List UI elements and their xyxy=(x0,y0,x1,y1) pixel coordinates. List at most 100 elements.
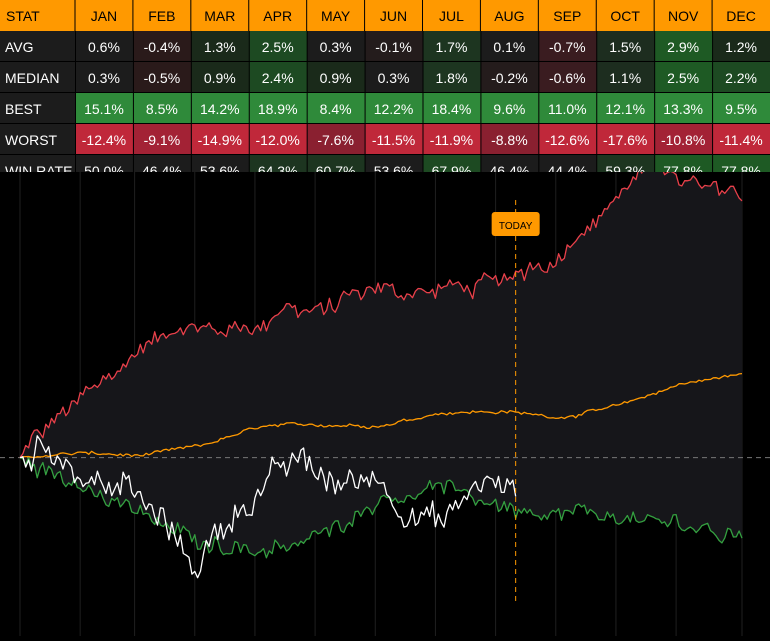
stat-cell-value: -7.6% xyxy=(317,132,354,148)
stat-cell-value: 0.3% xyxy=(378,70,410,86)
stat-cell-value: -0.7% xyxy=(549,39,586,55)
best-line xyxy=(19,155,743,458)
stat-cell-bg xyxy=(423,124,481,154)
stat-cell-value: 8.4% xyxy=(320,101,352,117)
stat-cell-value: -9.1% xyxy=(144,132,181,148)
best-worst-band xyxy=(20,155,742,558)
stat-cell-value: -14.9% xyxy=(198,132,242,148)
stat-cell-value: 1.2% xyxy=(725,39,757,55)
stat-cell-value: 9.6% xyxy=(493,101,525,117)
stat-cell-bg xyxy=(423,31,481,61)
stat-cell-value: 2.9% xyxy=(667,39,699,55)
stat-cell-bg xyxy=(249,124,307,154)
stat-cell-value: 2.2% xyxy=(725,70,757,86)
stat-cell-value: 18.4% xyxy=(432,101,472,117)
stat-cell-value: 64.3% xyxy=(258,163,298,172)
stat-cell-bg xyxy=(133,31,191,61)
today-badge xyxy=(491,212,540,236)
row-label-cell xyxy=(0,93,75,123)
stat-cell-value: 60.7% xyxy=(316,163,356,172)
stat-cell-value: 1.7% xyxy=(435,39,467,55)
stat-cell-value: 1.3% xyxy=(204,39,236,55)
stat-cell-value: 46.4% xyxy=(142,163,182,172)
avg-line xyxy=(19,372,743,459)
stat-cell-value: -0.5% xyxy=(144,70,181,86)
stat-cell-value: 0.9% xyxy=(204,70,236,86)
stat-cell-value: -0.6% xyxy=(549,70,586,86)
table-header-bar xyxy=(0,0,770,31)
stat-cell-bg xyxy=(655,62,713,92)
stat-cell-value: 2.5% xyxy=(262,39,294,55)
stat-cell-bg xyxy=(191,31,249,61)
header-month-feb: FEB xyxy=(148,8,175,24)
stat-cell-bg xyxy=(307,62,365,92)
stat-cell-value: 50.0% xyxy=(84,163,124,172)
header-month-jul: JUL xyxy=(439,8,464,24)
header-month-oct: OCT xyxy=(610,8,640,24)
stat-cell-bg xyxy=(713,124,770,154)
stat-cell-value: 18.9% xyxy=(258,101,298,117)
stat-cell-value: -17.6% xyxy=(603,132,647,148)
stat-cell-value: 2.4% xyxy=(262,70,294,86)
stat-cell-value: -0.4% xyxy=(144,39,181,55)
header-month-jan: JAN xyxy=(91,8,117,24)
stat-cell-value: -11.9% xyxy=(430,132,473,148)
stat-cell-value: -0.2% xyxy=(491,70,528,86)
stat-cell-bg xyxy=(191,93,249,123)
stat-cell-value: -8.8% xyxy=(491,132,528,148)
stat-cell-value: 13.3% xyxy=(663,101,703,117)
stat-cell-bg xyxy=(365,31,423,61)
stat-cell-bg xyxy=(249,62,307,92)
stat-cell-value: 12.1% xyxy=(605,101,645,117)
stat-cell-value: 0.6% xyxy=(88,39,120,55)
stat-cell-bg xyxy=(365,124,423,154)
stat-cell-bg xyxy=(249,93,307,123)
stat-cell-value: -12.0% xyxy=(256,132,300,148)
stat-cell-bg xyxy=(481,62,539,92)
stat-cell-value: -12.4% xyxy=(82,132,126,148)
header-month-sep: SEP xyxy=(553,8,581,24)
stat-cell-value: 9.5% xyxy=(725,101,757,117)
stat-cell-bg xyxy=(655,124,713,154)
stat-cell-value: 15.1% xyxy=(84,101,124,117)
stat-cell-bg xyxy=(597,124,655,154)
row-label-cell xyxy=(0,124,75,154)
stat-cell-bg xyxy=(191,62,249,92)
row-label-best: BEST xyxy=(5,101,42,117)
row-label-worst: WORST xyxy=(5,132,58,148)
row-label-avg: AVG xyxy=(5,39,34,55)
stat-cell-bg xyxy=(655,93,713,123)
header-month-nov: NOV xyxy=(668,8,699,24)
stat-cell-bg xyxy=(76,31,133,61)
stat-cell-value: 14.2% xyxy=(200,101,240,117)
stat-cell-bg xyxy=(481,31,539,61)
header-month-dec: DEC xyxy=(726,8,756,24)
row-label-cell xyxy=(0,31,75,61)
stat-cell-value: 59.3% xyxy=(605,163,645,172)
header-month-may: MAY xyxy=(321,8,351,24)
stat-cell-value: 53.6% xyxy=(374,163,414,172)
header-stat-label: STAT xyxy=(6,8,40,24)
stat-cell-bg xyxy=(655,31,713,61)
stat-cell-bg xyxy=(76,62,133,92)
stat-cell-bg xyxy=(597,31,655,61)
stat-cell-value: 0.3% xyxy=(88,70,120,86)
worst-line xyxy=(19,456,743,559)
stat-cell-value: 77.8% xyxy=(721,163,761,172)
row-label-cell xyxy=(0,62,75,92)
stat-cell-value: 1.1% xyxy=(609,70,641,86)
current-line xyxy=(19,435,517,579)
header-month-aug: AUG xyxy=(494,8,524,24)
stat-cell-bg xyxy=(597,62,655,92)
stat-cell-value: 2.5% xyxy=(667,70,699,86)
stat-cell-value: 77.8% xyxy=(663,163,703,172)
stat-cell-value: 1.5% xyxy=(609,39,641,55)
stat-cell-value: 1.8% xyxy=(435,70,467,86)
stat-cell-bg xyxy=(191,124,249,154)
stat-cell-value: 0.3% xyxy=(320,39,352,55)
stat-cell-bg xyxy=(481,124,539,154)
stat-cell-value: 0.9% xyxy=(320,70,352,86)
stat-cell-bg xyxy=(539,62,597,92)
header-month-jun: JUN xyxy=(380,8,407,24)
stat-cell-value: 0.1% xyxy=(493,39,525,55)
